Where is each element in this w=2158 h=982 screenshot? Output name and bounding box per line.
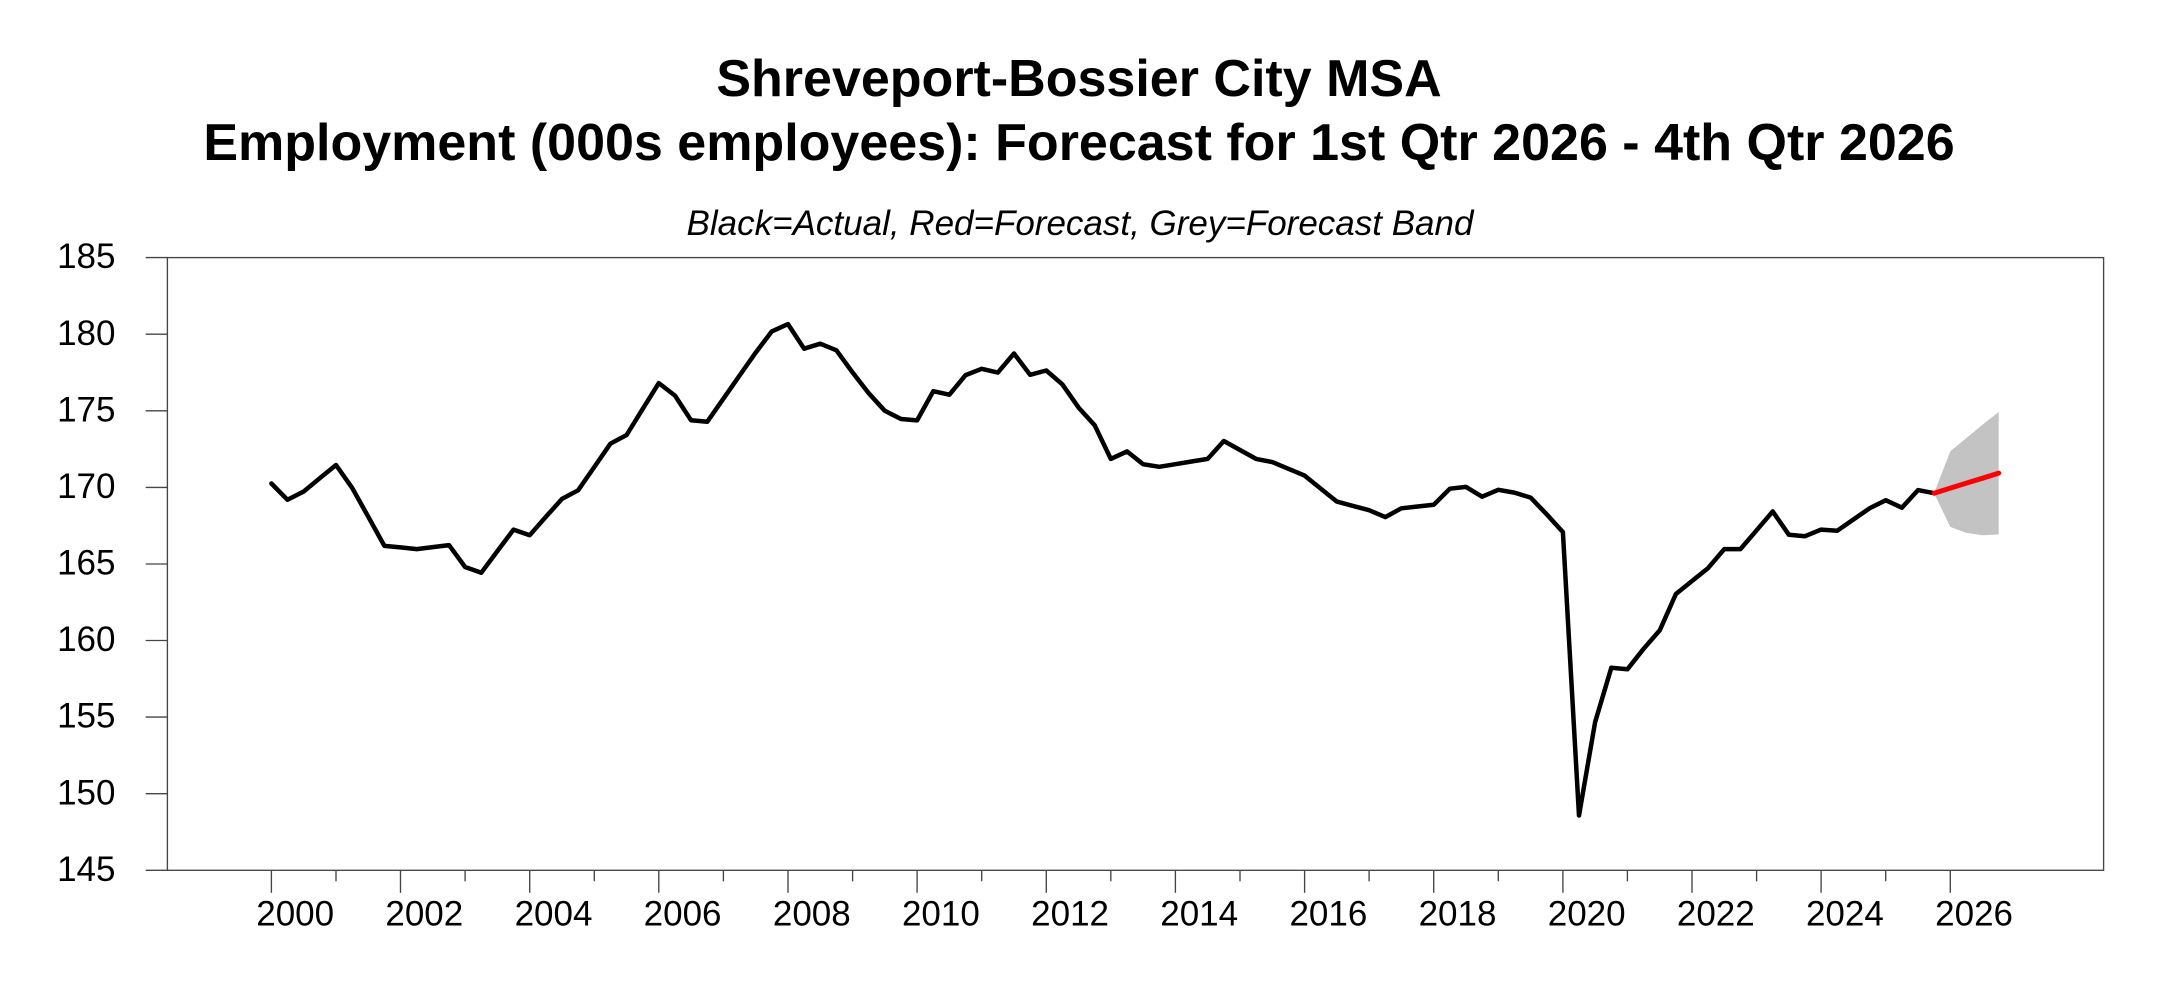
svg-text:2000: 2000: [256, 895, 334, 934]
svg-text:2022: 2022: [1677, 895, 1755, 934]
svg-text:165: 165: [57, 544, 115, 583]
svg-text:2004: 2004: [515, 895, 593, 934]
svg-text:150: 150: [57, 773, 115, 812]
svg-text:Black=Actual, Red=Forecast, Gr: Black=Actual, Red=Forecast, Grey=Forecas…: [687, 204, 1475, 243]
svg-text:2026: 2026: [1935, 895, 2013, 934]
svg-text:Shreveport-Bossier City MSA: Shreveport-Bossier City MSA: [716, 50, 1441, 108]
svg-text:2010: 2010: [902, 895, 980, 934]
svg-text:2018: 2018: [1419, 895, 1497, 934]
svg-text:175: 175: [57, 390, 115, 429]
svg-text:2024: 2024: [1806, 895, 1884, 934]
svg-text:2020: 2020: [1548, 895, 1626, 934]
svg-text:2014: 2014: [1160, 895, 1238, 934]
svg-text:145: 145: [57, 850, 115, 889]
svg-text:Employment (000s employees): F: Employment (000s employees): Forecast fo…: [203, 114, 1954, 172]
svg-text:180: 180: [57, 314, 115, 353]
svg-text:2006: 2006: [644, 895, 722, 934]
svg-text:2002: 2002: [385, 895, 463, 934]
svg-text:160: 160: [57, 620, 115, 659]
svg-text:170: 170: [57, 467, 115, 506]
svg-text:2012: 2012: [1031, 895, 1109, 934]
svg-text:185: 185: [57, 237, 115, 276]
svg-text:2016: 2016: [1289, 895, 1367, 934]
svg-text:155: 155: [57, 697, 115, 736]
svg-text:2008: 2008: [773, 895, 851, 934]
